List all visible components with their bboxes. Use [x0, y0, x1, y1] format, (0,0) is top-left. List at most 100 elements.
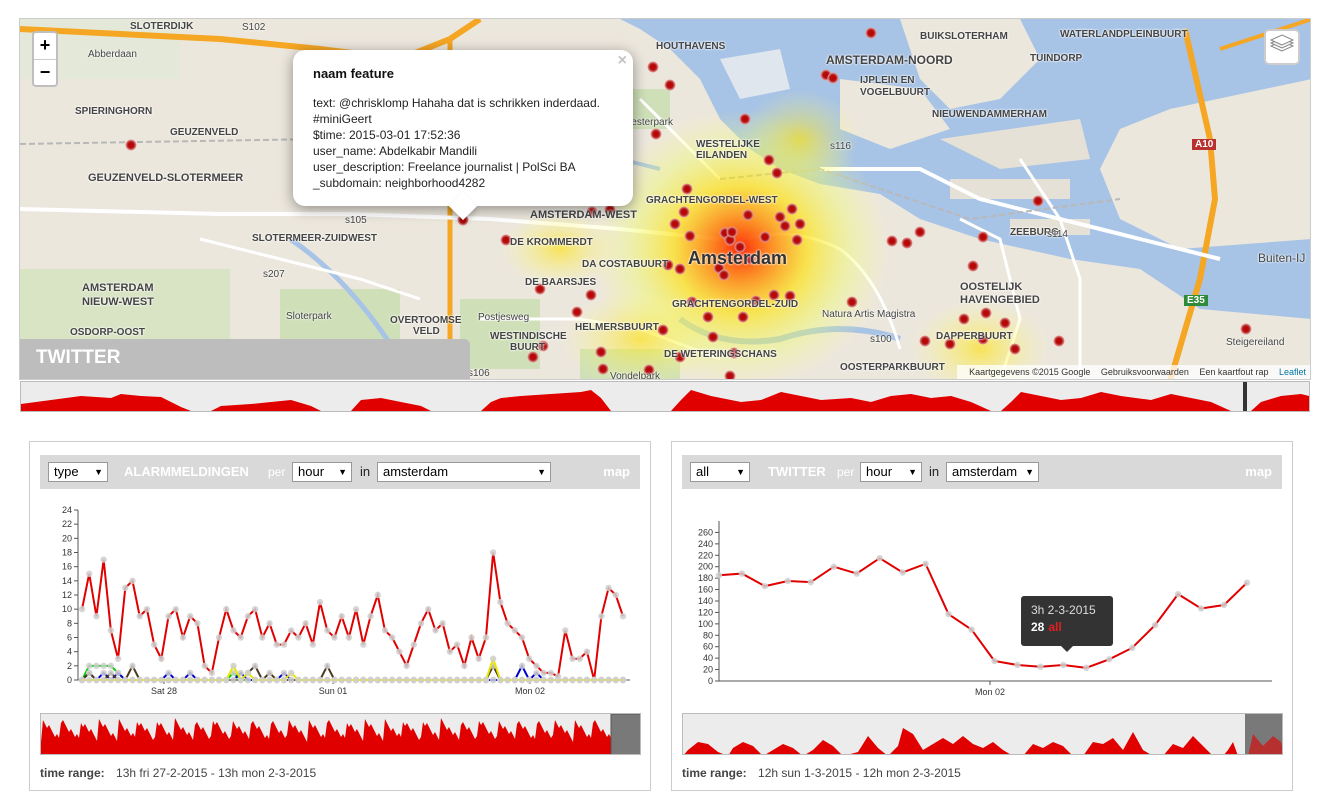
- data-point[interactable]: [526, 655, 533, 662]
- data-point[interactable]: [547, 676, 555, 684]
- data-point[interactable]: [129, 676, 136, 684]
- data-point[interactable]: [107, 627, 115, 634]
- data-point[interactable]: [554, 676, 562, 684]
- data-point[interactable]: [619, 613, 627, 620]
- data-point[interactable]: [179, 676, 187, 684]
- data-point[interactable]: [360, 676, 367, 684]
- data-point[interactable]: [280, 669, 288, 677]
- data-point[interactable]: [194, 620, 201, 627]
- data-point[interactable]: [540, 676, 547, 684]
- data-point[interactable]: [158, 655, 165, 662]
- data-point[interactable]: [331, 676, 338, 684]
- zoom-in-button[interactable]: +: [39, 35, 51, 55]
- data-point[interactable]: [107, 662, 115, 670]
- data-point[interactable]: [583, 648, 591, 655]
- data-point[interactable]: [107, 676, 115, 684]
- data-point[interactable]: [468, 634, 475, 641]
- data-point[interactable]: [316, 676, 324, 684]
- data-point[interactable]: [417, 676, 425, 684]
- data-point[interactable]: [518, 676, 526, 684]
- data-point[interactable]: [489, 655, 497, 662]
- data-point[interactable]: [244, 613, 252, 620]
- area-select[interactable]: amsterdam ▼: [377, 462, 551, 482]
- data-point[interactable]: [410, 676, 418, 684]
- zoom-out-button[interactable]: −: [34, 59, 56, 85]
- data-point[interactable]: [1083, 664, 1090, 672]
- data-point[interactable]: [403, 676, 410, 684]
- data-point[interactable]: [1106, 656, 1113, 663]
- data-point[interactable]: [78, 605, 86, 613]
- data-point[interactable]: [201, 662, 208, 670]
- data-point[interactable]: [475, 655, 482, 662]
- data-point[interactable]: [295, 676, 302, 684]
- data-point[interactable]: [1243, 579, 1251, 586]
- data-point[interactable]: [251, 676, 259, 684]
- data-point[interactable]: [230, 676, 237, 684]
- data-point[interactable]: [287, 627, 295, 634]
- data-point[interactable]: [158, 676, 165, 684]
- data-point[interactable]: [129, 662, 136, 670]
- data-point[interactable]: [273, 641, 280, 648]
- data-point[interactable]: [295, 634, 302, 641]
- data-point[interactable]: [86, 662, 93, 670]
- data-point[interactable]: [612, 591, 619, 599]
- data-point[interactable]: [237, 676, 244, 684]
- layers-button[interactable]: [1264, 29, 1300, 65]
- data-point[interactable]: [208, 669, 216, 677]
- data-point[interactable]: [605, 584, 612, 592]
- data-point[interactable]: [853, 570, 860, 577]
- data-point[interactable]: [1174, 590, 1182, 598]
- data-point[interactable]: [899, 569, 906, 576]
- data-point[interactable]: [547, 669, 555, 677]
- data-point[interactable]: [396, 648, 403, 655]
- data-point[interactable]: [489, 676, 497, 684]
- data-point[interactable]: [876, 554, 883, 562]
- data-point[interactable]: [143, 676, 151, 684]
- data-point[interactable]: [309, 676, 317, 684]
- data-point[interactable]: [114, 676, 122, 684]
- report-error-link[interactable]: Een kaartfout rap: [1199, 367, 1269, 377]
- data-point[interactable]: [590, 676, 598, 684]
- map-link[interactable]: map: [1245, 464, 1272, 479]
- data-point[interactable]: [583, 676, 591, 684]
- interval-select[interactable]: hour ▼: [860, 462, 922, 482]
- data-point[interactable]: [251, 662, 259, 670]
- data-point[interactable]: [244, 669, 252, 677]
- data-point[interactable]: [86, 570, 93, 577]
- data-point[interactable]: [287, 676, 295, 684]
- data-point[interactable]: [352, 676, 360, 684]
- data-point[interactable]: [612, 676, 619, 684]
- data-point[interactable]: [187, 613, 194, 620]
- data-point[interactable]: [122, 676, 129, 684]
- data-point[interactable]: [302, 620, 309, 627]
- data-point[interactable]: [410, 641, 418, 648]
- data-point[interactable]: [187, 676, 194, 684]
- data-point[interactable]: [504, 620, 511, 627]
- data-point[interactable]: [208, 676, 216, 684]
- data-point[interactable]: [374, 676, 381, 684]
- data-point[interactable]: [497, 676, 504, 684]
- leaflet-link[interactable]: Leaflet: [1278, 367, 1306, 377]
- data-point[interactable]: [1129, 644, 1136, 652]
- data-point[interactable]: [497, 598, 504, 606]
- data-point[interactable]: [489, 549, 497, 556]
- data-point[interactable]: [324, 676, 331, 684]
- data-point[interactable]: [562, 627, 569, 634]
- data-point[interactable]: [237, 669, 244, 677]
- data-point[interactable]: [511, 676, 518, 684]
- data-point[interactable]: [251, 605, 259, 613]
- data-point[interactable]: [360, 641, 367, 648]
- data-point[interactable]: [1197, 605, 1205, 612]
- data-point[interactable]: [807, 578, 815, 586]
- alarm-timeline[interactable]: [40, 713, 641, 755]
- data-point[interactable]: [230, 669, 237, 677]
- data-point[interactable]: [223, 605, 230, 613]
- data-point[interactable]: [136, 613, 143, 620]
- data-point[interactable]: [338, 676, 345, 684]
- data-point[interactable]: [619, 676, 627, 684]
- data-point[interactable]: [93, 676, 100, 684]
- data-point[interactable]: [367, 676, 374, 684]
- data-point[interactable]: [533, 669, 540, 677]
- twitter-timeline[interactable]: [682, 713, 1283, 755]
- data-point[interactable]: [331, 634, 338, 641]
